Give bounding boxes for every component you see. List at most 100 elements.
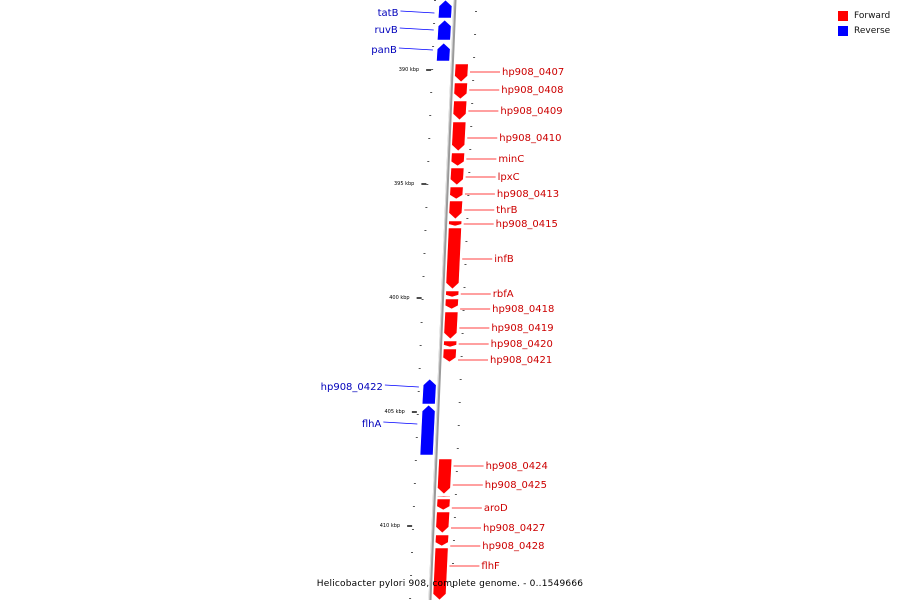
minor-tick <box>412 506 415 507</box>
gene-tatB[interactable] <box>437 0 453 19</box>
gene-hp908_0407[interactable] <box>454 63 469 83</box>
minor-tick <box>431 69 434 70</box>
gene-label-flhA[interactable]: flhA <box>362 419 382 430</box>
minor-tick <box>452 540 455 541</box>
minor-tick <box>415 437 418 438</box>
legend-item-forward: Forward <box>838 8 890 23</box>
gene-label-aroD[interactable]: aroD <box>484 503 508 514</box>
minor-tick <box>419 345 422 346</box>
gene-label-hp908_0409[interactable]: hp908_0409 <box>500 106 562 117</box>
minor-tick <box>428 138 431 139</box>
minor-tick <box>426 184 429 185</box>
gene-minC[interactable] <box>450 152 465 167</box>
gene-leader-line <box>400 10 435 14</box>
minor-tick <box>452 563 454 564</box>
gene-label-hp908_0419[interactable]: hp908_0419 <box>491 323 553 334</box>
gene-hp908_0410[interactable] <box>451 121 467 152</box>
gene-hp908_0420[interactable] <box>443 340 458 348</box>
forward-swatch <box>838 10 848 21</box>
gene-hp908_0428[interactable] <box>434 534 450 547</box>
gene-label-infB[interactable]: infB <box>494 254 514 265</box>
gene-label-tatB[interactable]: tatB <box>378 8 399 19</box>
gene-label-hp908_0415[interactable]: hp908_0415 <box>496 219 558 230</box>
gene-label-hp908_0422[interactable]: hp908_0422 <box>321 382 383 393</box>
gene-label-thrB[interactable]: thrB <box>496 205 517 216</box>
gene-label-hp908_0418[interactable]: hp908_0418 <box>492 304 554 315</box>
gene-hp908_0424[interactable] <box>437 458 453 495</box>
gene-lpxC[interactable] <box>449 167 465 186</box>
minor-tick <box>459 379 462 380</box>
minor-tick <box>414 460 417 461</box>
legend-item-reverse: Reverse <box>838 23 890 38</box>
gene-label-panB[interactable]: panB <box>371 45 397 56</box>
gene-aroD[interactable] <box>436 498 451 511</box>
gene-flhA[interactable] <box>419 404 436 456</box>
gene-label-hp908_0421[interactable]: hp908_0421 <box>490 355 552 366</box>
gene-thrB[interactable] <box>448 200 463 220</box>
major-ticks: 390 kbp 395 kbp 400 kbp 405 kbp 410 kbp <box>380 67 432 529</box>
gene-hp908_0413[interactable] <box>449 186 464 200</box>
genome-backbone-highlight <box>428 0 455 600</box>
minor-tick <box>467 195 470 196</box>
minor-tick <box>456 448 459 449</box>
gene-hp908_0409[interactable] <box>452 100 468 121</box>
gene-label-hp908_0420[interactable]: hp908_0420 <box>491 339 553 350</box>
gene-hp908_0418[interactable] <box>444 298 459 310</box>
gene-label-flhF[interactable]: flhF <box>481 561 500 572</box>
gene-label-ruvB[interactable]: ruvB <box>375 25 398 36</box>
gene-hp908_0427[interactable] <box>435 511 450 534</box>
gene-panB[interactable] <box>436 42 451 62</box>
gene-label-hp908_0427[interactable]: hp908_0427 <box>483 523 545 534</box>
minor-tick <box>472 80 475 81</box>
minor-tick <box>471 103 474 104</box>
minor-tick <box>457 425 460 426</box>
minor-tick <box>473 57 476 58</box>
minor-tick <box>468 172 471 173</box>
genome-backbone <box>428 0 457 600</box>
gene-hp908_0408[interactable] <box>453 82 468 100</box>
gene-hp908_0425[interactable] <box>436 495 451 498</box>
minor-tick <box>461 333 464 334</box>
gene-hp908_0419[interactable] <box>443 311 459 340</box>
gene-track: tatB ruvB panB hp908_0407 hp908_0408 hp908_04… <box>321 0 564 600</box>
gene-label-lpxC[interactable]: lpxC <box>498 172 520 183</box>
gene-label-hp908_0413[interactable]: hp908_0413 <box>497 189 559 200</box>
minor-tick <box>410 575 413 576</box>
gene-ruvB[interactable] <box>437 19 452 41</box>
gene-label-hp908_0410[interactable]: hp908_0410 <box>499 133 561 144</box>
gene-leader-line <box>398 47 433 51</box>
minor-tick <box>411 552 413 553</box>
minor-tick <box>469 149 472 150</box>
minor-tick <box>416 414 419 415</box>
tick-label: 390 kbp <box>399 67 419 73</box>
gene-label-minC[interactable]: minC <box>498 154 524 165</box>
minor-tick <box>454 494 457 495</box>
gene-label-rbfA[interactable]: rbfA <box>493 289 514 300</box>
legend-label-forward: Forward <box>854 10 891 21</box>
minor-tick <box>462 310 465 311</box>
legend: Forward Reverse <box>838 8 890 38</box>
gene-label-hp908_0425[interactable]: hp908_0425 <box>485 480 547 491</box>
genome-caption: Helicobacter pylori 908, complete genome… <box>316 579 584 589</box>
minor-tick <box>411 529 414 530</box>
gene-hp908_0415[interactable] <box>448 220 463 227</box>
minor-tick <box>458 402 461 403</box>
gene-hp908_0421[interactable] <box>442 348 457 363</box>
gene-hp908_0422[interactable] <box>421 378 437 405</box>
gene-label-hp908_0424[interactable]: hp908_0424 <box>486 461 548 472</box>
minor-tick <box>422 276 425 277</box>
gene-label-hp908_0408[interactable]: hp908_0408 <box>501 85 563 96</box>
minor-tick <box>470 126 473 127</box>
gene-infB[interactable] <box>445 227 462 290</box>
tick-label: 395 kbp <box>394 181 414 187</box>
minor-tick <box>432 46 435 47</box>
minor-tick <box>427 161 430 162</box>
gene-leader-line <box>384 384 419 388</box>
gene-rbfA[interactable] <box>445 290 460 298</box>
minor-tick <box>460 356 463 357</box>
gene-label-hp908_0428[interactable]: hp908_0428 <box>482 541 544 552</box>
gene-label-hp908_0407[interactable]: hp908_0407 <box>502 67 564 78</box>
gene-flhF[interactable] <box>432 547 449 600</box>
tick-label: 410 kbp <box>380 523 400 529</box>
minor-tick <box>423 253 426 254</box>
